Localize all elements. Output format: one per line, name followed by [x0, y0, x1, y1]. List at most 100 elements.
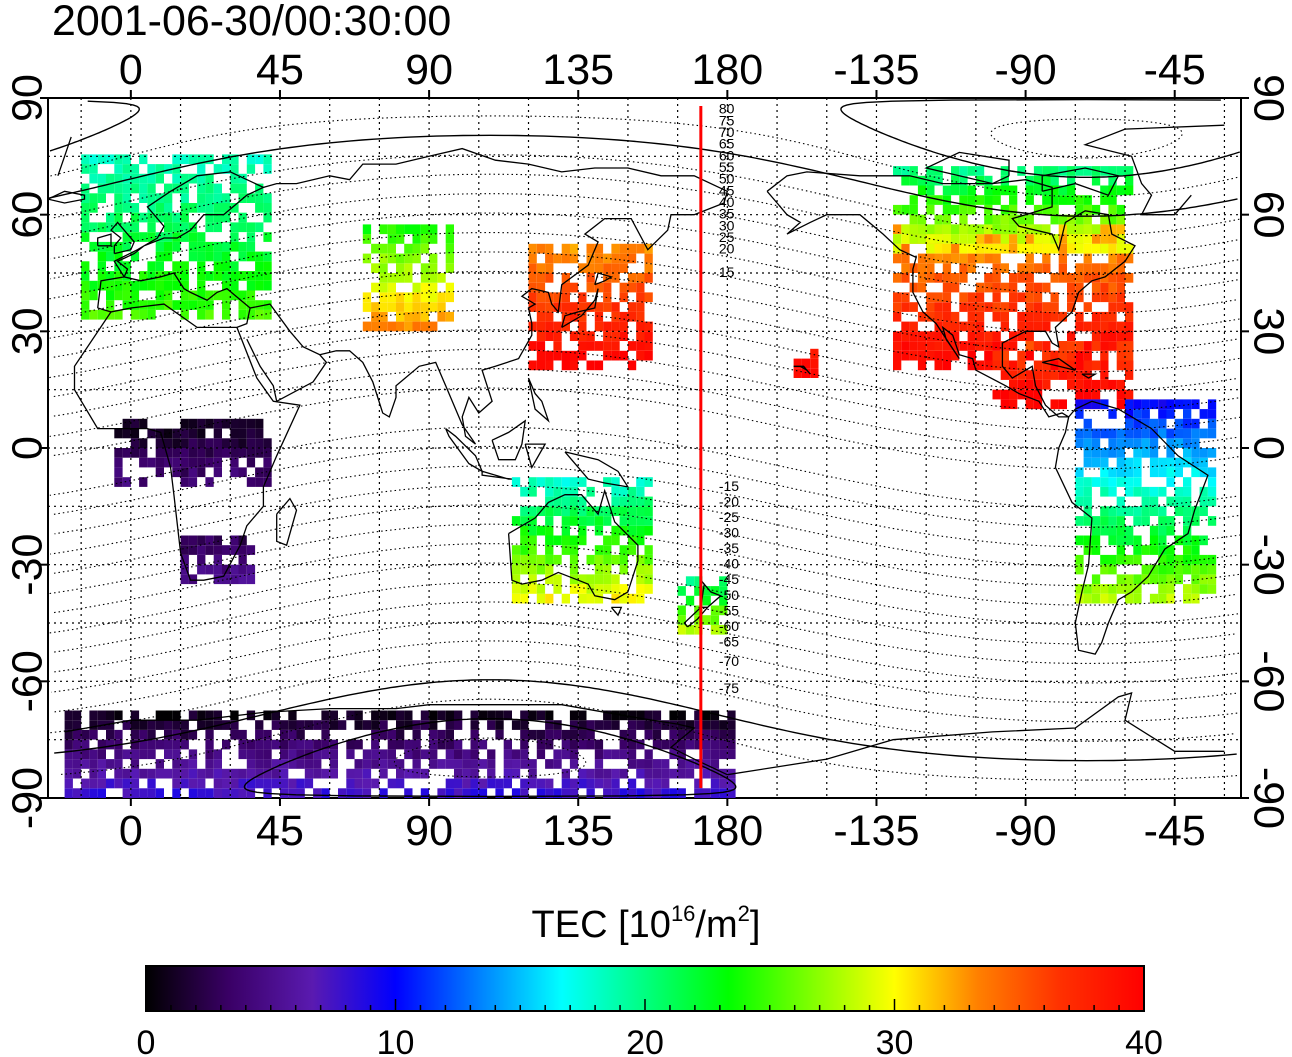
tec-cell [619, 545, 628, 555]
tec-cell [263, 193, 272, 203]
tec-cell [603, 584, 612, 594]
tec-cell [139, 280, 148, 291]
tec-cell [578, 477, 587, 487]
tec-cell [619, 321, 628, 332]
tec-cell [280, 720, 289, 730]
tec-cell [644, 749, 653, 760]
tec-cell [155, 448, 164, 458]
tec-cell [603, 263, 612, 273]
lat-label-right: 0 [1245, 436, 1292, 460]
tec-cell [1183, 535, 1192, 546]
tec-cell [1091, 273, 1101, 283]
tec-cell [942, 263, 952, 273]
tec-cell [627, 302, 637, 312]
tec-cell [329, 720, 338, 730]
tec-cell [984, 350, 993, 361]
tec-cell [81, 212, 90, 223]
tec-cell [1108, 224, 1117, 235]
tec-cell [1199, 409, 1208, 419]
tec-cell [1141, 428, 1150, 439]
tec-cell [122, 448, 131, 458]
tec-cell [213, 438, 222, 448]
tec-cell [644, 768, 653, 779]
tec-cell [180, 173, 189, 184]
tec-cell [213, 203, 222, 213]
lon-label-bottom: 135 [542, 807, 614, 855]
tec-cell [114, 457, 123, 468]
tec-cell [81, 154, 90, 165]
tec-cell [975, 195, 985, 205]
tec-cell [578, 593, 587, 604]
tec-cell [114, 477, 123, 487]
tec-cell [1174, 438, 1183, 448]
tec-cell [379, 224, 388, 235]
tec-cell [97, 251, 106, 262]
tec-cell [959, 185, 968, 196]
tec-cell [362, 788, 372, 798]
tec-cell [106, 778, 115, 789]
maglat-contour [49, 309, 1236, 392]
tec-cell [197, 300, 206, 310]
tec-cell [1067, 350, 1076, 361]
tec-cell [412, 321, 421, 332]
lon-label-bottom: -45 [1144, 807, 1206, 855]
tec-cell [147, 222, 156, 233]
tec-cell [569, 282, 579, 293]
tec-cell [263, 309, 272, 320]
tec-cell [1067, 379, 1076, 390]
tec-cell [1199, 428, 1208, 439]
tec-cell [404, 292, 413, 303]
tec-cell [694, 788, 703, 798]
tec-cell [412, 253, 421, 264]
tec-cell [255, 739, 264, 750]
tec-cell [205, 290, 214, 301]
tec-cell [147, 428, 156, 439]
tec-cell [603, 282, 612, 293]
tec-cell [246, 574, 256, 585]
tec-cell [893, 204, 902, 215]
tec-cell [603, 341, 612, 351]
tec-cell [520, 593, 529, 604]
tec-cell [603, 321, 612, 332]
tec-cell [478, 788, 488, 798]
tec-cell [951, 331, 960, 341]
tec-cell [304, 720, 314, 730]
tec-cell [536, 331, 546, 341]
tec-cell [64, 729, 73, 740]
tec-cell [545, 243, 554, 254]
tec-cell [586, 788, 595, 798]
tec-cell [1183, 545, 1192, 555]
tec-cell [1108, 243, 1117, 254]
tec-cell [1191, 593, 1200, 604]
maglat-contour [53, 582, 1240, 664]
tec-cell [603, 720, 612, 730]
tec-cell [942, 341, 952, 351]
maglat-contour [54, 679, 1237, 762]
tec-region [180, 535, 256, 585]
tec-cell [611, 574, 620, 585]
coastline [246, 303, 328, 403]
tec-cell [263, 280, 272, 291]
tec-cell [1199, 448, 1208, 458]
maglat-label: 25 [719, 229, 735, 245]
tec-cell [1042, 175, 1051, 186]
tec-cell [164, 203, 173, 213]
tec-cell [238, 749, 247, 760]
tec-cell [1108, 195, 1117, 205]
tec-cell [280, 749, 289, 760]
tec-cell [106, 154, 115, 165]
tec-cell [1075, 214, 1084, 225]
tec-cell [627, 729, 637, 740]
tec-cell [719, 729, 728, 740]
tec-cell [255, 477, 264, 487]
tec-cell [255, 251, 264, 262]
tec-cell [1025, 389, 1034, 400]
tec-cell [992, 331, 1001, 341]
tec-cell [1025, 370, 1034, 380]
tec-cell [445, 739, 454, 750]
tec-cell [611, 554, 620, 565]
tec-cell [445, 710, 454, 721]
tec-cell [454, 788, 463, 798]
tec-cell [255, 222, 264, 233]
